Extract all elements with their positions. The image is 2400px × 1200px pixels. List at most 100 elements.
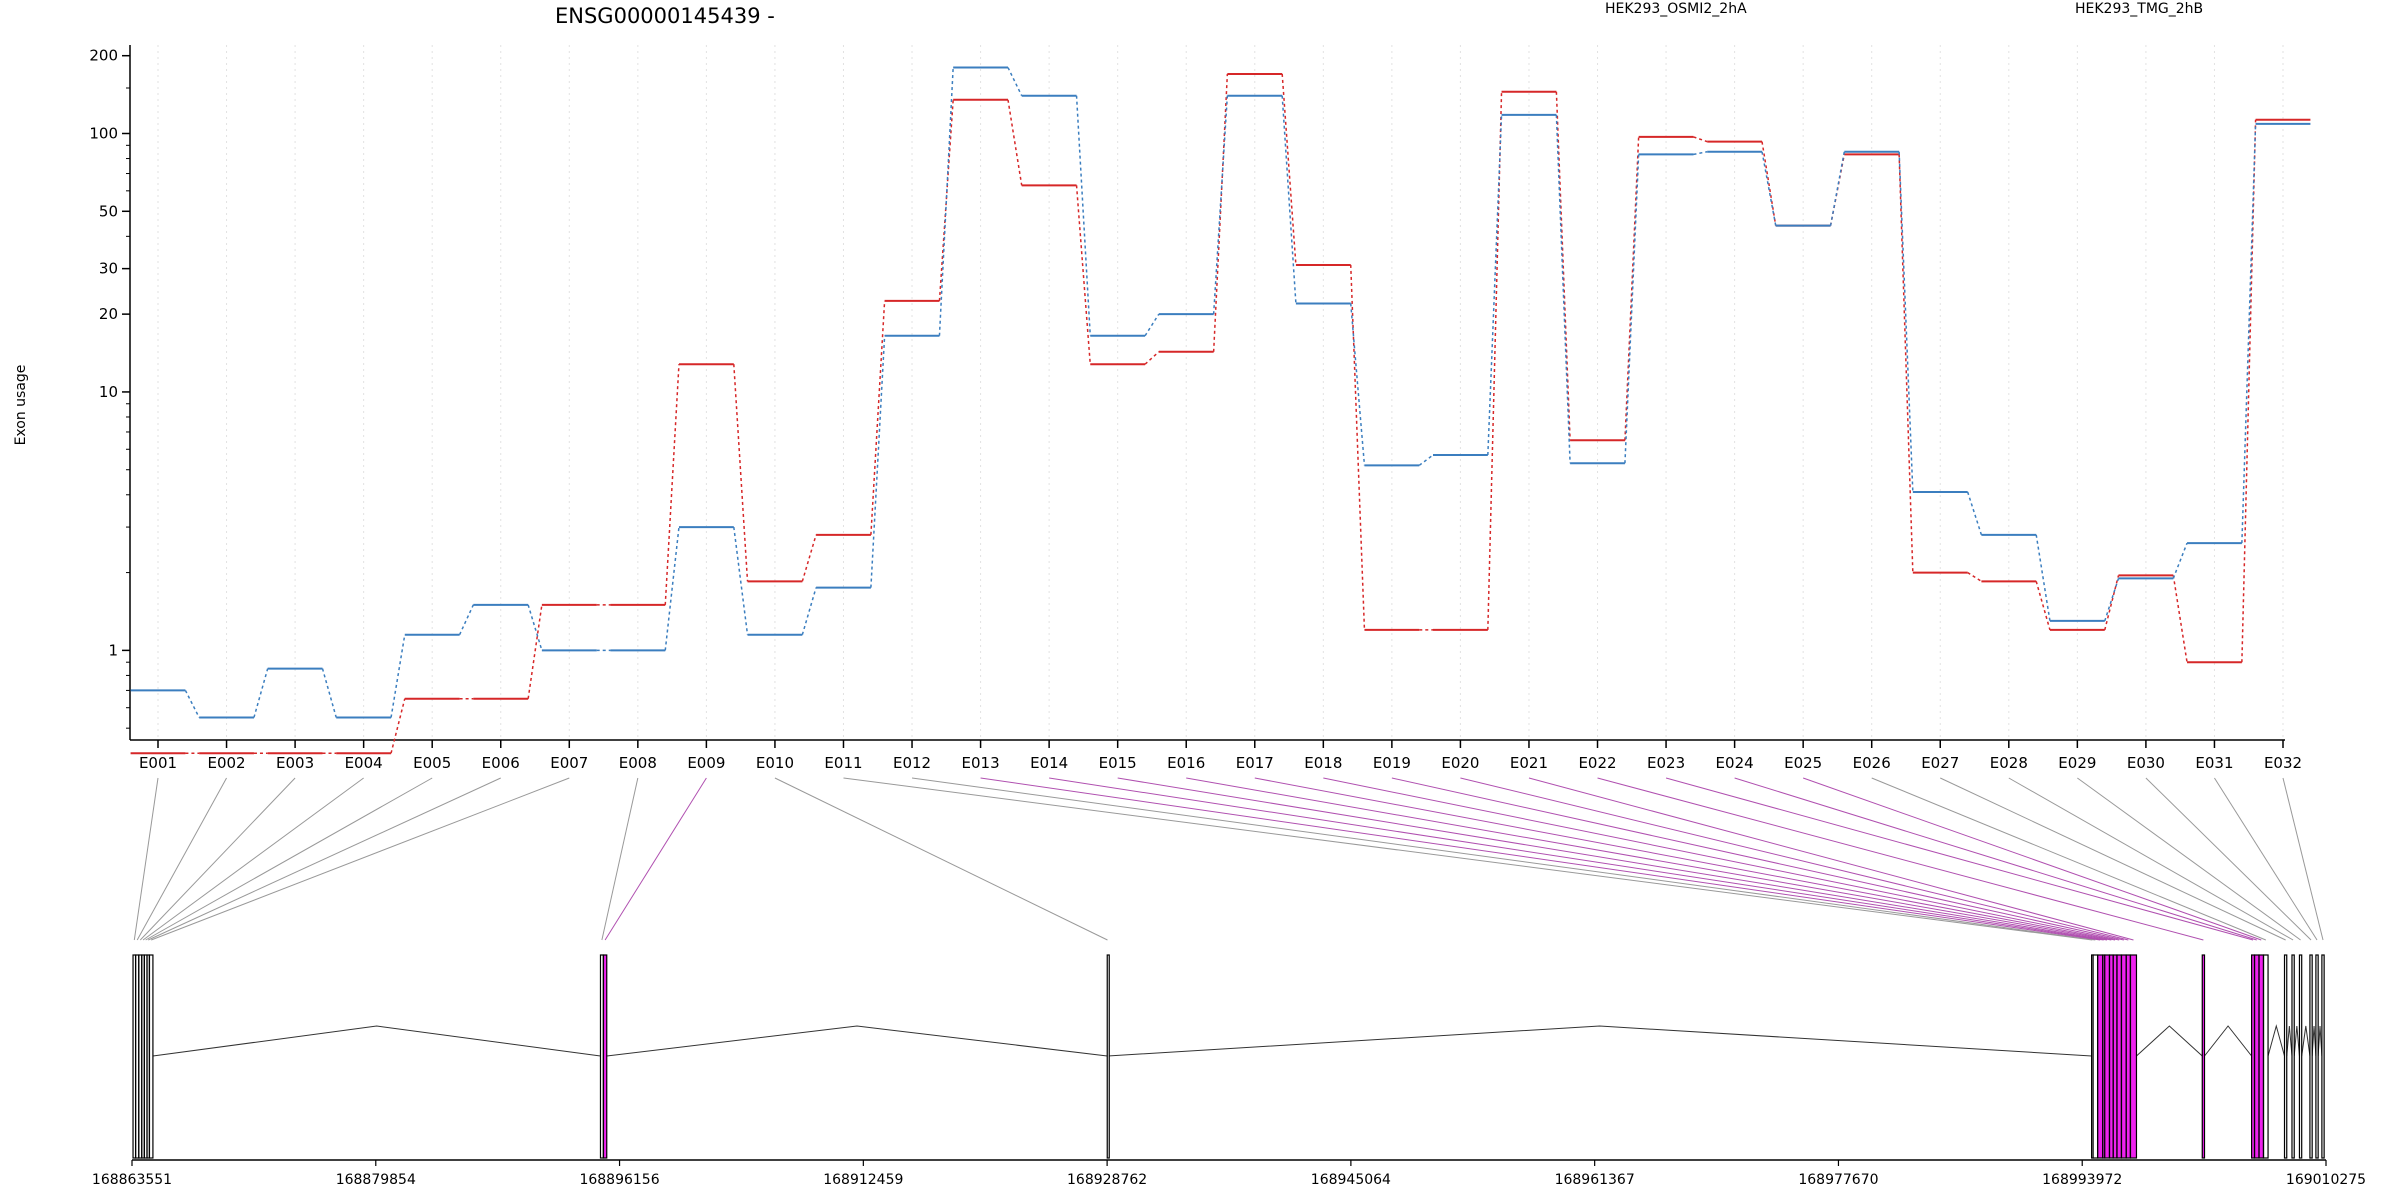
data-connector	[1624, 154, 1640, 464]
exon-connector	[1254, 777, 2116, 941]
x-tick-label: E032	[2264, 754, 2302, 772]
x-tick-label: E011	[824, 754, 862, 772]
intron-line	[606, 1025, 1108, 1057]
exon-box	[148, 954, 154, 1159]
exon-box	[2298, 954, 2303, 1159]
exon-connector	[1049, 777, 2104, 941]
exon-connector	[1940, 777, 2286, 941]
coord-tick-label: 168912459	[823, 1172, 903, 1188]
y-tick-label: 20	[99, 305, 118, 323]
exon-box	[2258, 954, 2265, 1159]
y-axis: 1 10 20 30 50 100 200	[89, 45, 131, 740]
intron-line	[2293, 1025, 2300, 1057]
y-axis-label: Exon usage	[13, 365, 29, 446]
genomic-coordinate-axis: 168863551 168879854 168896156 168912459 1689…	[92, 1159, 2366, 1188]
data-connector	[2104, 578, 2120, 622]
series-1	[130, 72, 2311, 755]
data-connector	[1144, 351, 1160, 365]
data-connector	[1829, 151, 1846, 226]
data-connector	[1212, 73, 1229, 352]
exon-connector	[139, 777, 296, 941]
x-tick-label: E027	[1921, 754, 1959, 772]
data-connector	[527, 604, 543, 651]
y-tick-label: 100	[89, 124, 118, 142]
data-connector	[2104, 575, 2120, 631]
exon-box	[1106, 954, 1110, 1159]
x-tick-label: E010	[756, 754, 794, 772]
x-tick-label: E003	[276, 754, 314, 772]
x-tick-label: E022	[1578, 754, 1616, 772]
data-connector	[1761, 141, 1777, 226]
data-connector	[458, 604, 475, 636]
x-tick-label: E025	[1784, 754, 1822, 772]
data-connector	[2172, 575, 2188, 663]
data-connector	[1281, 73, 1297, 266]
exon-box	[2125, 954, 2131, 1159]
x-tick-label: E023	[1647, 754, 1685, 772]
data-connector	[1761, 151, 1777, 226]
data-connector	[664, 526, 680, 651]
exon-connector	[1871, 777, 2267, 941]
legend-series-1: HEK293_OSMI2_2hA	[1605, 1, 1747, 17]
data-connector	[1418, 454, 1434, 466]
exon-box	[2201, 954, 2206, 1159]
exon-connector	[1460, 777, 2129, 941]
exon-box	[2097, 954, 2104, 1159]
exon-connector	[151, 777, 570, 941]
data-connector	[1967, 571, 1982, 582]
data-connector	[390, 698, 406, 754]
data-connector	[1693, 136, 1708, 143]
coord-tick-label: 169010275	[2286, 1172, 2366, 1188]
intron-line	[2301, 1025, 2311, 1057]
data-connector	[1898, 154, 1914, 573]
intron-line	[2311, 1025, 2317, 1057]
data-connector	[2035, 581, 2051, 631]
exon-connector	[601, 777, 639, 941]
x-tick-label: E006	[482, 754, 520, 772]
exon-connector	[2077, 777, 2301, 941]
y-tick-label: 200	[89, 47, 118, 65]
exon-box	[2309, 954, 2313, 1159]
data-connector	[2172, 542, 2188, 579]
coord-tick-label: 168977670	[1798, 1172, 1878, 1188]
x-axis: E001 E002 E003 E004 E005 E006 E007 E008 E009 E010…	[130, 739, 2302, 772]
exon-connector	[2008, 777, 2294, 941]
data-connector	[938, 67, 954, 336]
data-connector	[664, 364, 680, 605]
data-connector	[1281, 95, 1297, 304]
data-connector	[1624, 136, 1640, 441]
exon-connector	[1391, 777, 2124, 941]
data-connector	[733, 364, 749, 582]
data-connector	[184, 690, 200, 718]
x-tick-label: E014	[1030, 754, 1068, 772]
series-2	[130, 66, 2311, 719]
coord-tick-label: 168928762	[1067, 1172, 1147, 1188]
exon-box	[2092, 954, 2099, 1159]
x-tick-label: E001	[139, 754, 177, 772]
data-connector	[2241, 119, 2257, 663]
exon-box	[2321, 954, 2325, 1159]
exon-connector	[1665, 777, 2254, 941]
exon-box	[2283, 954, 2288, 1159]
coord-tick-label: 168961367	[1555, 1172, 1635, 1188]
exon-connector	[136, 777, 227, 941]
coord-tick-label: 168945064	[1311, 1172, 1391, 1188]
x-tick-label: E017	[1236, 754, 1274, 772]
data-connector	[1007, 67, 1023, 97]
x-tick-label: E008	[619, 754, 657, 772]
exon-connector	[1186, 777, 2112, 941]
data-connector	[390, 634, 406, 718]
exon-connector	[148, 777, 501, 941]
x-tick-label: E012	[893, 754, 931, 772]
x-tick-label: E016	[1167, 754, 1205, 772]
x-tick-label: E007	[550, 754, 588, 772]
exon-connector	[133, 777, 159, 941]
exon-box	[2253, 954, 2260, 1159]
exon-box	[2112, 954, 2118, 1159]
vertical-grid	[157, 45, 2284, 740]
data-connector	[870, 300, 886, 535]
x-tick-label: E013	[962, 754, 1000, 772]
intron-line	[1107, 1025, 2092, 1057]
x-tick-label: E020	[1441, 754, 1479, 772]
data-connector	[527, 604, 543, 699]
